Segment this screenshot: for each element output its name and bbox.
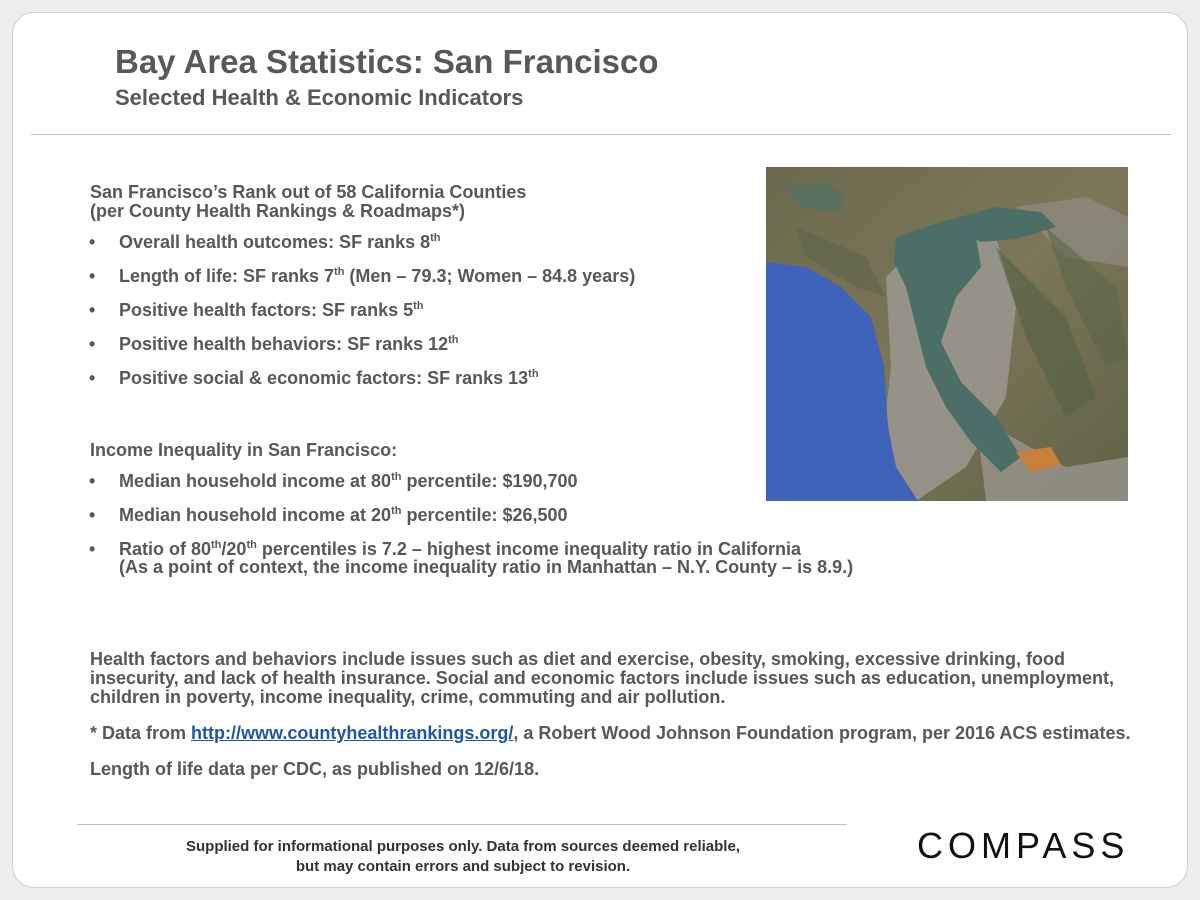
slide: Bay Area Statistics: San Francisco Selec…: [12, 12, 1188, 888]
disclaimer-line1: Supplied for informational purposes only…: [185, 838, 740, 855]
header-divider: [31, 134, 1171, 135]
disclaimer: Supplied for informational purposes only…: [153, 837, 773, 877]
disclaimer-line2: but may contain errors and subject to re…: [295, 858, 631, 875]
footer-divider: [77, 824, 847, 825]
data-source-note: * Data from http://www.countyhealthranki…: [90, 723, 1131, 743]
county-health-rankings-link[interactable]: http://www.countyhealthrankings.org/: [191, 723, 514, 743]
income-section-heading: Income Inequality in San Francisco:: [90, 440, 398, 460]
list-item: Positive social & economic factors: SF r…: [88, 369, 1168, 388]
page-subtitle: Selected Health & Economic Indicators: [115, 85, 524, 110]
list-item: Length of life: SF ranks 7th (Men – 79.3…: [88, 267, 1168, 286]
cdc-note: Length of life data per CDC, as publishe…: [90, 759, 540, 779]
list-item: Median household income at 80th percenti…: [88, 472, 1168, 491]
list-item: Median household income at 20th percenti…: [88, 506, 1168, 525]
list-item: Positive health factors: SF ranks 5th: [88, 301, 1168, 320]
notes-section: Health factors and behaviors include iss…: [90, 650, 1150, 796]
compass-logo: COMPASS: [917, 825, 1130, 866]
rank-list: Overall health outcomes: SF ranks 8th Le…: [88, 233, 1168, 403]
list-item: Positive health behaviors: SF ranks 12th: [88, 335, 1168, 354]
page-title: Bay Area Statistics: San Francisco: [115, 43, 659, 80]
list-item: Ratio of 80th/20th percentiles is 7.2 – …: [88, 540, 1168, 577]
bay-area-satellite-map: [766, 167, 1128, 501]
factors-note: Health factors and behaviors include iss…: [90, 649, 1114, 707]
satellite-map-image: [766, 167, 1128, 501]
rank-section-heading: San Francisco’s Rank out of 58 Californi…: [90, 183, 740, 221]
context-note: (As a point of context, the income inequ…: [119, 557, 854, 577]
rank-heading-line1: San Francisco’s Rank out of 58 Californi…: [90, 182, 527, 202]
income-list: Median household income at 80th percenti…: [88, 472, 1168, 592]
rank-heading-line2: (per County Health Rankings & Roadmaps*): [90, 201, 466, 221]
list-item: Overall health outcomes: SF ranks 8th: [88, 233, 1168, 252]
